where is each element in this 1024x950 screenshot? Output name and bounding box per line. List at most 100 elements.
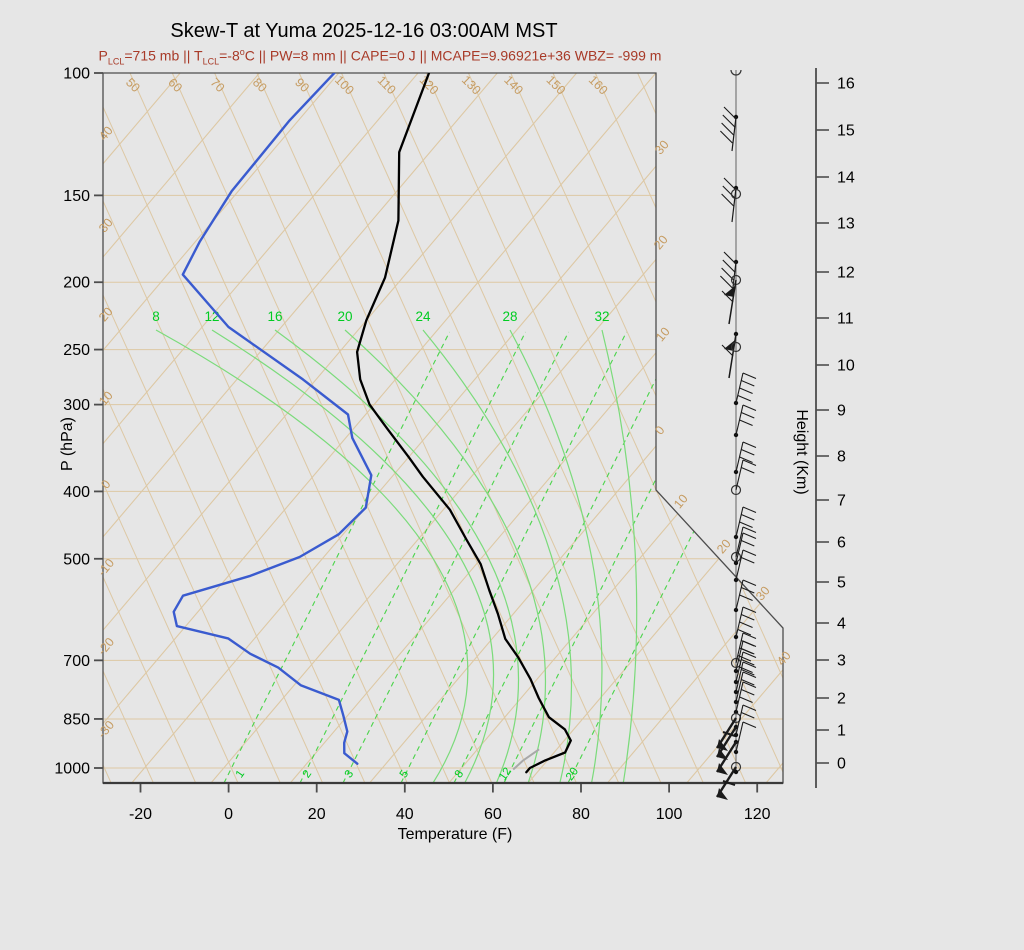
temp-tick-label: 100 [656, 806, 683, 823]
wind-barb [721, 177, 739, 223]
isotherm-label-right: 30 [652, 138, 672, 158]
wind-barb [720, 251, 739, 297]
adiabat-label-top: 160 [586, 73, 611, 98]
wind-barb [733, 681, 757, 715]
wind-barb [733, 661, 757, 695]
pressure-tick-label: 700 [63, 653, 90, 670]
wind-barb [730, 526, 757, 563]
height-tick-label: 16 [837, 76, 855, 93]
wind-barb [730, 459, 757, 496]
wind-barb [733, 579, 757, 613]
height-tick-label: 14 [837, 170, 855, 187]
wind-barb [715, 761, 742, 800]
temp-tick-label: 120 [744, 806, 771, 823]
pressure-tick-label: 200 [63, 275, 90, 292]
adiabat-label-top: 50 [123, 75, 143, 95]
background-grid-green [155, 329, 783, 783]
pressure-tick-label: 400 [63, 484, 90, 501]
wind-barb [733, 441, 757, 475]
isotherm-label-left: -30 [95, 718, 117, 741]
dewpoint-curve [172, 73, 373, 765]
wind-barb [730, 341, 742, 353]
moist-adiabat-label: 28 [502, 309, 517, 324]
pressure-tick-label: 250 [63, 342, 90, 359]
wind-barb [721, 274, 742, 325]
wind-barb [730, 69, 742, 76]
axis-ticks [94, 72, 759, 793]
adiabat-label-top: 110 [375, 73, 399, 97]
moist-adiabat-label: 20 [337, 309, 352, 324]
temperature-curve [355, 73, 572, 774]
wind-barb-column [715, 69, 757, 800]
isotherm-label-left: -20 [95, 635, 117, 658]
wind-barb [730, 188, 742, 200]
isotherm-label-left: 0 [98, 477, 113, 491]
height-tick-label: 9 [837, 403, 846, 420]
height-tick-label: 5 [837, 575, 846, 592]
isotherm-label-right: 20 [651, 233, 671, 253]
isotherm-label-left: 30 [96, 216, 116, 236]
pressure-tick-label: 300 [63, 397, 90, 414]
height-tick-label: 10 [837, 358, 855, 375]
wind-barb [733, 769, 739, 775]
isotherm-label-right: 0 [652, 423, 667, 437]
height-tick-label: 15 [837, 123, 855, 140]
moist-adiabat-label: 24 [415, 309, 431, 324]
height-tick-label: 6 [837, 535, 846, 552]
wind-barb [721, 331, 739, 379]
moist-adiabat-label: 32 [594, 309, 609, 324]
wind-barb [720, 106, 739, 152]
chart-subtitle: PLCL=715 mb || TLCL=-8oC || PW=8 mm || C… [98, 47, 662, 67]
height-tick-label: 3 [837, 653, 846, 670]
adiabat-label-top: 80 [250, 75, 270, 95]
chart-title: Skew-T at Yuma 2025-12-16 03:00AM MST [170, 20, 558, 42]
wind-barb [733, 549, 757, 583]
y-axis-title: P (hPa) [59, 417, 76, 471]
wind-barb [715, 739, 739, 775]
wind-barb [733, 704, 757, 738]
height-tick-label: 11 [837, 311, 854, 328]
sounding-curves [172, 73, 572, 774]
adiabat-label-top: 140 [501, 73, 526, 98]
wind-barb [733, 506, 757, 540]
adiabat-label-top: 70 [208, 75, 228, 95]
pressure-tick-label: 150 [63, 188, 90, 205]
temp-tick-label: 20 [308, 806, 326, 823]
height-axis-title: Height (Km) [793, 409, 810, 495]
height-tick-label: 8 [837, 449, 846, 466]
wind-barb [733, 640, 757, 674]
wind-barb [733, 404, 757, 438]
temp-tick-label: 0 [224, 806, 233, 823]
isotherm-label-left: 20 [96, 305, 116, 325]
mixing-ratio-label: 5 [398, 768, 412, 780]
adiabat-label-top: 90 [292, 75, 312, 95]
moist-adiabat-label: 12 [204, 309, 219, 324]
wetbulb-curve [512, 748, 540, 771]
wind-barb [733, 532, 757, 566]
wind-barb [733, 671, 757, 705]
height-tick-label: 1 [837, 723, 846, 740]
height-tick-label: 7 [837, 493, 846, 510]
isotherm-label-right: 20 [714, 537, 734, 557]
wind-barb [733, 651, 757, 685]
adiabat-label-top: 60 [165, 75, 185, 95]
x-axis-title: Temperature (F) [397, 826, 513, 843]
background-grid-tan [103, 73, 783, 783]
adiabat-label-top: 150 [544, 73, 569, 98]
pressure-tick-label: 850 [63, 711, 90, 728]
height-tick-label: 0 [837, 756, 846, 773]
moist-adiabat-label: 16 [267, 309, 282, 324]
wind-barb [733, 606, 757, 640]
height-tick-label: 4 [837, 616, 846, 633]
pressure-tick-label: 100 [63, 66, 90, 83]
height-tick-label: 2 [837, 691, 846, 708]
height-tick-label: 12 [837, 265, 855, 282]
wind-barb [733, 372, 757, 406]
pressure-tick-label: 1000 [54, 761, 90, 778]
temp-tick-label: 40 [396, 806, 414, 823]
temp-tick-label: -20 [129, 806, 152, 823]
